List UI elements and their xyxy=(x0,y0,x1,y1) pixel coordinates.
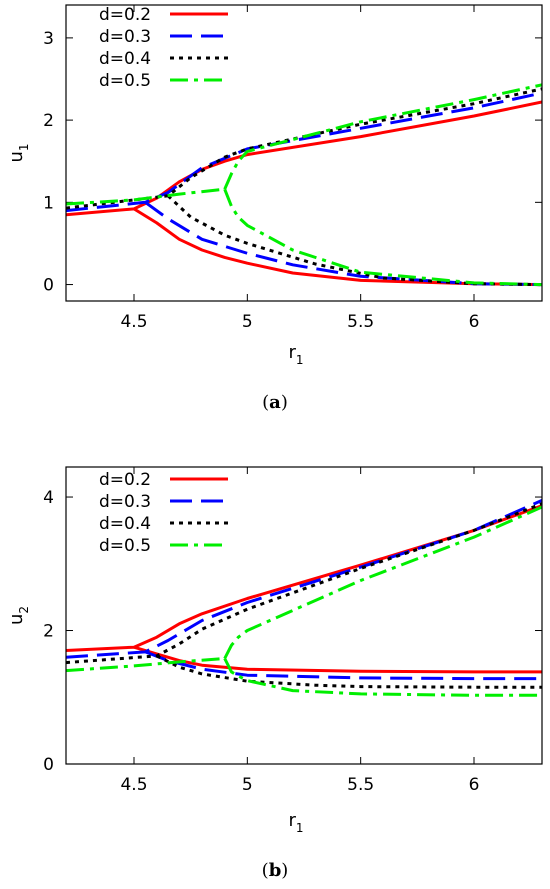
y-tick-label: 0 xyxy=(43,755,54,775)
series-line-d=0.5 xyxy=(223,657,542,697)
x-tick-label: 5.5 xyxy=(347,312,374,332)
plot-area xyxy=(66,499,542,697)
series-line-d=0.4 xyxy=(156,654,542,689)
legend-label: d=0.3 xyxy=(99,492,151,512)
x-tick-label: 5 xyxy=(242,775,253,795)
y-axis-label: u1 xyxy=(6,143,31,162)
x-tick-label: 4.5 xyxy=(120,312,147,332)
y-tick-label: 2 xyxy=(43,622,54,642)
legend-label: d=0.5 xyxy=(99,536,151,556)
x-axis-label: r1 xyxy=(288,342,303,367)
plot-area xyxy=(66,83,542,287)
x-tick-label: 6 xyxy=(469,312,480,332)
y-tick-label: 4 xyxy=(43,488,54,508)
chart-b: 4.5 5 5.5 6 0 2 4 d=0.2d=0.3d=0.4d=0.5 r1 u2 (b) xyxy=(6,466,543,881)
x-tick-label: 6 xyxy=(469,775,480,795)
series-line-d=0.3 xyxy=(66,499,542,659)
x-axis-label: r1 xyxy=(288,810,303,835)
series-line-d=0.3 xyxy=(66,91,542,213)
caption: (b) xyxy=(262,860,289,881)
series-line-d=0.5 xyxy=(66,187,225,206)
legend-label: d=0.5 xyxy=(99,71,151,91)
y-axis-label: u2 xyxy=(6,606,31,625)
plot-frame xyxy=(65,466,543,765)
series-line-d=0.3 xyxy=(144,201,542,287)
series-line-d=0.3 xyxy=(144,650,542,681)
y-tick-label: 0 xyxy=(43,276,54,296)
series-line-d=0.5 xyxy=(223,188,542,287)
chart-a: 4.5 5 5.5 6 0 1 2 3 d=0.2d=0.3d=0.4d=0.5 r1 u1 (a) xyxy=(6,4,543,413)
y-tick-label: 3 xyxy=(43,29,54,49)
legend: d=0.2d=0.3d=0.4d=0.5 xyxy=(99,5,228,91)
x-tick-label: 5.5 xyxy=(347,775,374,795)
y-tick-label: 1 xyxy=(43,193,54,213)
legend: d=0.2d=0.3d=0.4d=0.5 xyxy=(99,470,228,556)
series-line-d=0.2 xyxy=(133,645,542,674)
legend-label: d=0.4 xyxy=(99,49,151,69)
series-line-d=0.2 xyxy=(133,207,542,287)
x-tick-label: 4.5 xyxy=(120,775,147,795)
series-line-d=0.2 xyxy=(66,100,542,217)
legend-label: d=0.4 xyxy=(99,514,151,534)
y-tick-label: 2 xyxy=(43,111,54,131)
series-line-d=0.5 xyxy=(223,505,542,660)
plot-frame xyxy=(65,4,543,302)
legend-label: d=0.3 xyxy=(99,27,151,47)
series-line-d=0.5 xyxy=(223,83,542,190)
series-line-d=0.5 xyxy=(66,657,225,673)
caption: (a) xyxy=(262,392,288,413)
series-line-d=0.4 xyxy=(66,87,542,210)
legend-label: d=0.2 xyxy=(99,5,151,25)
x-tick-label: 5 xyxy=(242,312,253,332)
legend-label: d=0.2 xyxy=(99,470,151,490)
